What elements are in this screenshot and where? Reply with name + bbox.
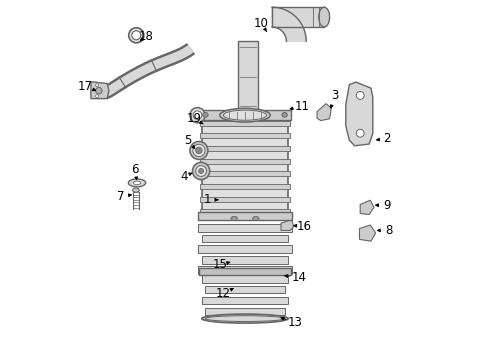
Bar xyxy=(238,41,258,110)
Bar xyxy=(272,7,324,27)
Ellipse shape xyxy=(129,28,144,43)
Bar xyxy=(202,275,288,283)
Ellipse shape xyxy=(282,112,287,117)
Text: 2: 2 xyxy=(384,132,391,145)
Ellipse shape xyxy=(193,111,202,120)
Bar xyxy=(198,245,292,253)
Text: 12: 12 xyxy=(216,287,231,300)
Bar xyxy=(198,224,292,232)
Bar xyxy=(199,158,291,163)
Text: 3: 3 xyxy=(331,89,339,102)
Ellipse shape xyxy=(202,314,288,323)
Ellipse shape xyxy=(193,162,210,180)
Bar xyxy=(199,184,291,189)
Ellipse shape xyxy=(205,316,285,321)
Bar xyxy=(202,256,288,264)
Polygon shape xyxy=(360,225,376,241)
Bar xyxy=(198,266,292,274)
Ellipse shape xyxy=(223,110,267,120)
Text: 19: 19 xyxy=(187,112,202,125)
Ellipse shape xyxy=(133,181,141,185)
Bar xyxy=(199,197,291,202)
Polygon shape xyxy=(272,7,306,41)
Bar xyxy=(199,133,291,138)
Bar xyxy=(202,297,288,304)
Ellipse shape xyxy=(231,216,238,221)
Ellipse shape xyxy=(193,144,205,157)
Text: 6: 6 xyxy=(131,163,139,176)
Ellipse shape xyxy=(198,168,204,174)
Ellipse shape xyxy=(220,108,270,122)
Polygon shape xyxy=(91,82,109,99)
Text: 8: 8 xyxy=(385,224,392,237)
Bar xyxy=(199,110,291,120)
Text: 1: 1 xyxy=(203,193,211,206)
Bar xyxy=(199,268,291,275)
Ellipse shape xyxy=(252,216,259,221)
Ellipse shape xyxy=(190,108,205,123)
Ellipse shape xyxy=(196,147,202,154)
Ellipse shape xyxy=(128,179,146,187)
Ellipse shape xyxy=(132,31,141,40)
Text: 17: 17 xyxy=(77,80,92,93)
Ellipse shape xyxy=(319,7,330,27)
Text: 5: 5 xyxy=(184,134,191,147)
Bar xyxy=(199,209,291,214)
Ellipse shape xyxy=(356,91,364,99)
Text: 10: 10 xyxy=(254,17,269,30)
Bar xyxy=(205,308,285,315)
Text: 13: 13 xyxy=(288,316,303,329)
Bar xyxy=(199,146,291,151)
Polygon shape xyxy=(346,82,373,146)
Ellipse shape xyxy=(203,112,208,117)
Ellipse shape xyxy=(96,84,98,87)
Ellipse shape xyxy=(196,166,206,176)
Text: 15: 15 xyxy=(212,258,227,271)
Text: 14: 14 xyxy=(292,271,307,284)
Bar xyxy=(198,212,292,220)
Text: 11: 11 xyxy=(295,100,310,113)
Bar xyxy=(199,171,291,176)
Ellipse shape xyxy=(133,188,139,192)
Text: 18: 18 xyxy=(139,30,153,42)
Bar xyxy=(202,119,288,216)
Text: 16: 16 xyxy=(297,220,312,233)
Bar xyxy=(199,121,291,126)
Ellipse shape xyxy=(190,141,208,159)
Bar xyxy=(202,235,288,243)
Polygon shape xyxy=(360,200,374,215)
Text: 9: 9 xyxy=(384,199,391,212)
Text: 7: 7 xyxy=(117,190,124,203)
Ellipse shape xyxy=(96,87,102,94)
Ellipse shape xyxy=(356,129,364,137)
Ellipse shape xyxy=(96,95,98,98)
Text: 4: 4 xyxy=(180,170,188,183)
Bar xyxy=(205,286,285,293)
Polygon shape xyxy=(317,104,331,121)
Polygon shape xyxy=(281,220,294,230)
